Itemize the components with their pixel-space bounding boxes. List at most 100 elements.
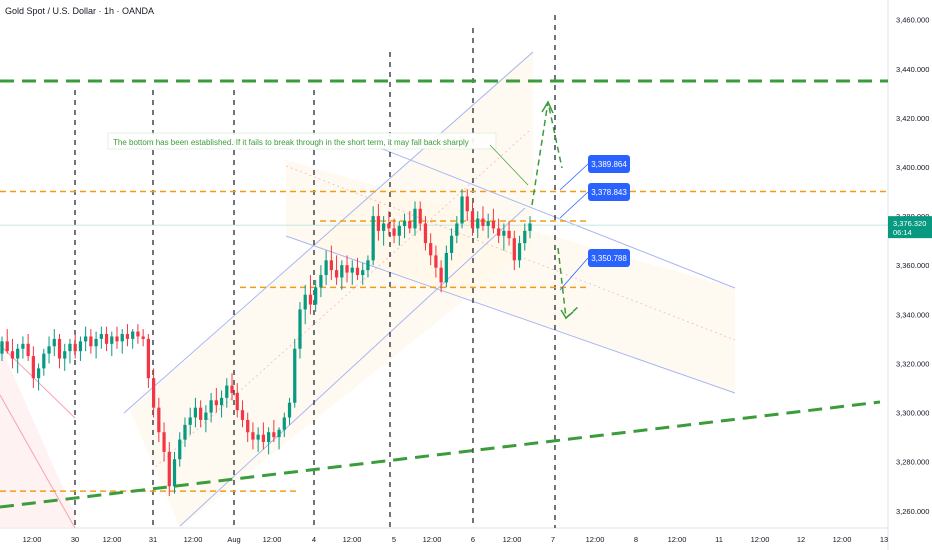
- y-tick-label: 3,420.000: [896, 114, 929, 123]
- y-tick-label: 3,360.000: [896, 261, 929, 270]
- candle-body: [429, 243, 433, 256]
- candle-body: [392, 228, 396, 236]
- candle-body: [120, 333, 124, 342]
- candle-body: [230, 385, 234, 393]
- candle-body: [73, 343, 77, 352]
- support-trendline-green: [0, 400, 881, 509]
- falling-channel-lower: [285, 235, 736, 394]
- channel-fill-red: [0, 345, 75, 528]
- candle-body: [78, 341, 83, 352]
- candle-body: [355, 267, 360, 276]
- candle-body: [178, 439, 182, 460]
- candle-body: [219, 397, 224, 406]
- candle-body: [110, 336, 114, 344]
- price-tag-box: [588, 249, 630, 267]
- candle-body: [387, 223, 391, 229]
- candle-body: [266, 432, 271, 443]
- candle-body: [162, 432, 166, 452]
- x-tick-label: 12:00: [184, 535, 203, 544]
- candle-body: [21, 343, 25, 349]
- x-tick-label: 12: [797, 535, 805, 544]
- projection-arrow-down: [560, 309, 574, 320]
- candle-body: [517, 243, 522, 261]
- falling-channel-mid: [285, 165, 736, 341]
- candle-body: [303, 294, 307, 310]
- candle-body: [366, 260, 370, 271]
- candle-body: [481, 218, 485, 226]
- current-price-badge: [888, 216, 932, 239]
- candle-body: [507, 230, 511, 239]
- rising-channel-lower: [179, 207, 526, 527]
- candle-body: [434, 255, 438, 268]
- annotation-box: [107, 132, 497, 150]
- candle-body: [10, 351, 15, 359]
- countdown-label: 06:14: [893, 228, 912, 237]
- candle-body: [151, 378, 156, 408]
- candle-body: [465, 196, 469, 212]
- price-tag-label: 3,350.788: [591, 254, 627, 263]
- candle-body: [460, 196, 464, 224]
- candle-body: [502, 230, 506, 236]
- x-tick-label: 4: [312, 535, 316, 544]
- x-tick-label: 12:00: [586, 535, 605, 544]
- x-tick-label: 8: [634, 535, 638, 544]
- candle-body: [376, 216, 381, 231]
- candle-body: [334, 270, 339, 278]
- x-tick-label: 13: [880, 535, 888, 544]
- candle-body: [209, 400, 213, 413]
- x-tick-label: 12:00: [503, 535, 522, 544]
- y-tick-label: 3,400.000: [896, 163, 929, 172]
- candle-body: [214, 400, 218, 406]
- price-tag-label: 3,378.843: [591, 188, 627, 197]
- candle-body: [199, 407, 203, 420]
- candle-body: [52, 338, 56, 347]
- annotation-text: The bottom has been established. If it f…: [113, 138, 469, 147]
- red-channel-lower: [0, 394, 76, 529]
- price-tag-box: [588, 155, 630, 173]
- candle-body: [350, 267, 354, 273]
- candle-body: [272, 432, 276, 438]
- projection-path-up: [531, 101, 563, 206]
- candle-body: [491, 221, 496, 229]
- y-tick-label: 3,320.000: [896, 359, 929, 368]
- chart-title: Gold Spot / U.S. Dollar · 1h · OANDA: [5, 6, 155, 16]
- projection-arrow-up: [541, 100, 554, 114]
- candle-body: [235, 392, 239, 411]
- candle-body: [418, 208, 422, 224]
- rising-channel-upper: [123, 51, 534, 414]
- candle-body: [167, 451, 171, 487]
- candle-body: [455, 223, 459, 236]
- price-tag-leader: [559, 257, 589, 291]
- candle-body: [31, 356, 35, 379]
- y-tick-label: 3,440.000: [896, 65, 929, 74]
- candle-body: [183, 424, 187, 440]
- candle-body: [146, 338, 150, 379]
- candle-body: [42, 353, 46, 369]
- candle-body: [36, 368, 41, 379]
- price-tag-box: [588, 183, 630, 201]
- x-tick-label: 12:00: [343, 535, 362, 544]
- y-tick-label: 3,340.000: [896, 310, 929, 319]
- candle-body: [402, 221, 407, 226]
- y-tick-label: 3,280.000: [896, 458, 929, 467]
- candle-body: [277, 429, 281, 438]
- candle-body: [26, 343, 30, 357]
- candle-body: [104, 333, 109, 344]
- channel-fill-up: [130, 50, 533, 528]
- channel-fill-down: [286, 160, 735, 393]
- candle-body: [99, 333, 103, 339]
- y-tick-label: 3,300.000: [896, 409, 929, 418]
- candle-body: [345, 265, 349, 273]
- x-tick-label: 12:00: [423, 535, 442, 544]
- x-tick-label: 11: [715, 535, 723, 544]
- candle-body: [225, 385, 229, 398]
- price-tag-leader: [559, 163, 589, 191]
- candle-body: [382, 223, 386, 231]
- candle-body: [293, 348, 297, 403]
- candle-body: [528, 223, 532, 231]
- x-tick-label: 12:00: [103, 535, 122, 544]
- candle-body: [361, 270, 365, 276]
- candle-body: [136, 331, 140, 337]
